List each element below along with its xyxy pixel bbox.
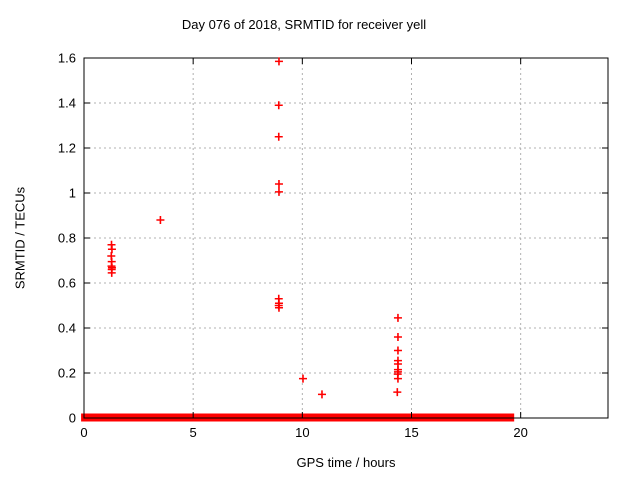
x-tick-label: 10 [295,425,309,440]
y-tick-label: 0.2 [58,366,76,381]
chart-title: Day 076 of 2018, SRMTID for receiver yel… [181,17,427,32]
point-marker [274,303,283,312]
point-marker [274,187,283,196]
point-marker [393,374,402,383]
point-marker [393,333,402,341]
point-marker [274,101,283,110]
point-marker [317,390,326,399]
point-marker [274,132,283,141]
point-marker [393,346,402,355]
y-tick-label: 1 [69,186,76,201]
y-tick-label: 0.6 [58,276,76,291]
point-marker [107,268,116,277]
y-tick-label: 0.4 [58,321,76,336]
point-marker [274,57,283,66]
y-tick-label: 1.6 [58,51,76,66]
x-tick-label: 15 [404,425,418,440]
y-tick-label: 1.2 [58,141,76,156]
x-axis-label: GPS time / hours [296,455,396,470]
point-marker [156,216,165,224]
point-marker [393,388,402,397]
point-marker [393,313,402,322]
y-tick-label: 0 [69,411,76,426]
y-tick-label: 0.8 [58,231,76,246]
x-tick-label: 0 [80,425,87,440]
y-tick-label: 1.4 [58,96,76,111]
point-marker [274,180,283,188]
x-tick-label: 5 [190,425,197,440]
point-marker [107,245,116,254]
point-marker [298,374,307,383]
x-tick-label: 20 [513,425,527,440]
